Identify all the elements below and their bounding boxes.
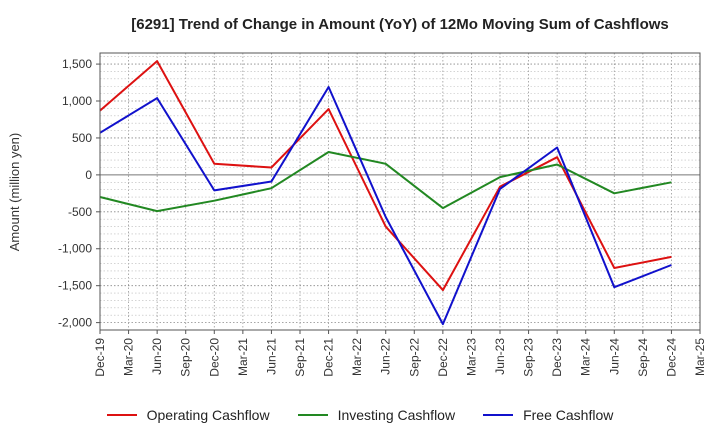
x-tick-label: Dec-21: [322, 338, 336, 377]
x-tick-label: Sep-24: [636, 338, 650, 377]
x-tick-label: Mar-20: [122, 338, 136, 376]
x-tick-label: Sep-23: [522, 338, 536, 377]
legend: Operating Cashflow Investing Cashflow Free…: [0, 400, 720, 430]
series-line-investing-cashflow: [99, 151, 672, 213]
x-tick-label: Jun-23: [493, 338, 507, 375]
y-tick-label: -500: [68, 205, 92, 219]
series-line-free-cashflow: [99, 86, 672, 326]
x-tick-label: Sep-21: [293, 338, 307, 377]
x-tick-label: Sep-22: [407, 338, 421, 377]
plot-frame: [99, 52, 701, 331]
x-tick-label: Dec-24: [664, 338, 678, 377]
legend-item-investing-cashflow: Investing Cashflow: [297, 407, 456, 423]
x-tick-label: Dec-22: [436, 338, 450, 377]
legend-swatch: [483, 414, 514, 416]
legend-item-operating-cashflow: Operating Cashflow: [106, 407, 270, 423]
series-layer: [99, 60, 672, 326]
x-tick-label: Mar-24: [579, 338, 593, 376]
x-tick-label: Sep-20: [179, 338, 193, 377]
x-tick-label: Mar-25: [693, 338, 707, 376]
x-tick-label: Jun-24: [607, 338, 621, 375]
y-tick-label: -1,000: [58, 242, 92, 256]
y-tick-label: -2,000: [58, 316, 92, 330]
y-axis-label: Amount (million yen): [7, 133, 22, 252]
legend-label: Free Cashflow: [523, 407, 614, 423]
axis-layer: Dec-19 Mar-20 Jun-20 Sep-20 Dec-20 Mar-21 Jun-…: [58, 52, 707, 377]
x-tick-label: Dec-23: [550, 338, 564, 377]
y-tick-label: -1,500: [58, 279, 92, 293]
x-tick-label: Mar-22: [350, 338, 364, 376]
y-tick-label: 1,000: [62, 94, 92, 108]
y-tick-label: 0: [85, 168, 92, 182]
x-tick-label: Jun-21: [264, 338, 278, 375]
y-tick-label: 1,500: [62, 57, 92, 71]
legend-item-free-cashflow: Free Cashflow: [483, 407, 613, 423]
legend-swatch: [297, 414, 328, 416]
x-tick-label: Jun-22: [379, 338, 393, 375]
chart-title: [6291] Trend of Change in Amount (YoY) o…: [131, 16, 669, 33]
x-tick-label: Jun-20: [150, 338, 164, 375]
x-tick-label: Mar-23: [464, 338, 478, 376]
x-tick-label: Mar-21: [236, 338, 250, 376]
legend-label: Operating Cashflow: [146, 407, 270, 423]
y-tick-label: 500: [72, 131, 92, 145]
legend-swatch: [106, 414, 137, 416]
legend-label: Investing Cashflow: [337, 407, 456, 423]
x-tick-label: Dec-20: [207, 338, 221, 377]
x-tick-label: Dec-19: [93, 338, 107, 377]
